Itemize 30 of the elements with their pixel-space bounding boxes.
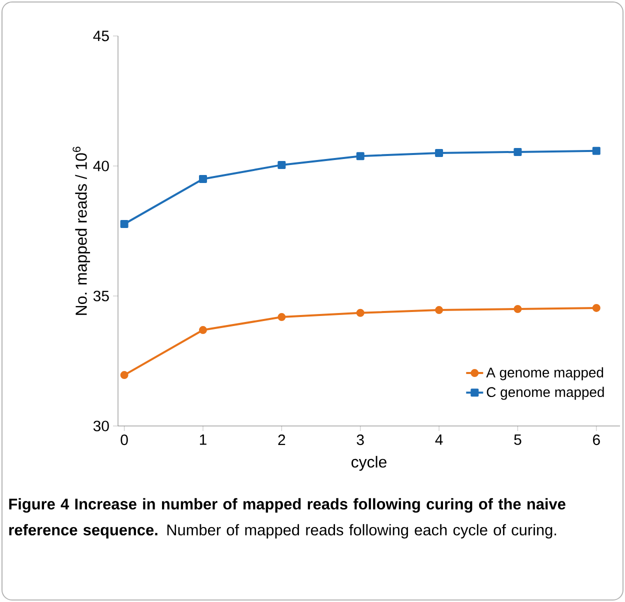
- point: [592, 146, 600, 155]
- x-tick-label: 3: [356, 434, 364, 446]
- point: [278, 313, 286, 322]
- point: [435, 306, 444, 314]
- point: [198, 174, 207, 183]
- point: [120, 371, 128, 380]
- y-axis-title: No. mapped reads / 10$^{6}$: [72, 146, 90, 315]
- x-tick-label: 4: [435, 434, 443, 445]
- point: [514, 148, 522, 156]
- point: [278, 160, 286, 169]
- x-tick-label: 2: [278, 434, 286, 445]
- point: [592, 304, 600, 312]
- y-tick-label: 30: [93, 420, 109, 432]
- point: [356, 308, 364, 317]
- point: [198, 326, 207, 334]
- x-tick-label: 0: [120, 434, 128, 446]
- y-tick-label: 40: [93, 160, 109, 172]
- legend-label: C genome mapped: [486, 386, 604, 400]
- y-tick-label: 35: [93, 290, 109, 302]
- legend-label: A genome mapped: [486, 367, 604, 380]
- point: [514, 304, 522, 313]
- point: [356, 152, 364, 160]
- point: [435, 148, 444, 157]
- text: Figure 4 Increase in number of mapped reads following curing of the naive reference sequence. Number of mapped reads following each cycle of curing.: [9, 498, 566, 538]
- x-tick-label: 6: [593, 434, 600, 446]
- x-axis-title: cycle: [352, 456, 386, 471]
- x-tick-label: 5: [514, 434, 522, 445]
- y-tick-label: 45: [93, 30, 109, 42]
- point: [120, 220, 128, 228]
- x-tick-label: 1: [200, 434, 206, 445]
